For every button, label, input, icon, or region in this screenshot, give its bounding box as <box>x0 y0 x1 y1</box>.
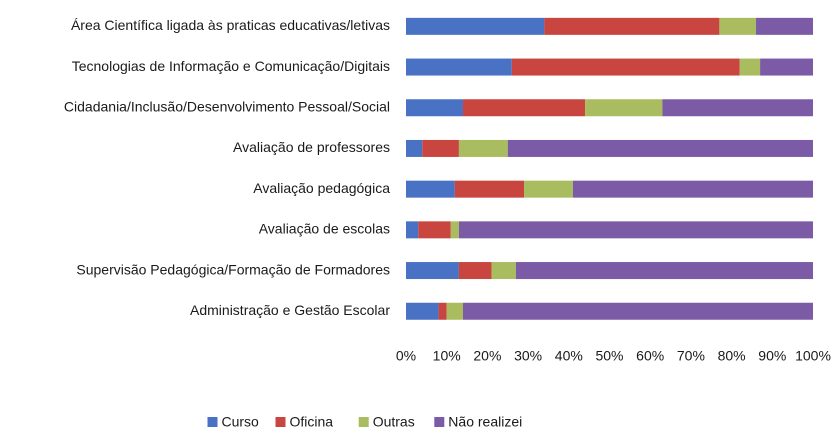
x-tick-label: 30% <box>514 348 542 364</box>
bar-segment <box>515 262 813 280</box>
bar-segment <box>458 139 508 157</box>
legend-swatch <box>434 417 445 427</box>
bar-segment <box>446 302 463 320</box>
bar-segment <box>406 99 463 117</box>
legend-label: Não realizei <box>448 414 522 430</box>
x-tick-label: 80% <box>718 348 746 364</box>
bar-segment <box>454 180 525 198</box>
bar-segment <box>524 180 573 198</box>
bar-segment <box>458 262 492 280</box>
x-tick-label: 60% <box>636 348 664 364</box>
x-tick-label: 20% <box>473 348 501 364</box>
y-tick-label: Área Científica ligada às praticas educa… <box>71 17 390 33</box>
y-tick-label: Tecnologias de Informação e Comunicação/… <box>72 58 390 74</box>
legend-label: Curso <box>222 414 260 430</box>
bar-segment <box>662 99 813 117</box>
bar-segment <box>462 302 813 320</box>
bar-segment <box>422 139 459 157</box>
legend-swatch <box>358 417 369 427</box>
legend-label: Oficina <box>290 414 334 430</box>
bar-segment <box>572 180 813 198</box>
y-tick-label: Cidadania/Inclusão/Desenvolvimento Pesso… <box>64 98 390 114</box>
bar-segment <box>406 262 459 280</box>
x-tick-label: 50% <box>595 348 623 364</box>
x-tick-label: 40% <box>555 348 583 364</box>
bar-segment <box>418 221 451 239</box>
y-tick-label: Supervisão Pedagógica/Formação de Formad… <box>76 261 390 277</box>
bar-segment <box>458 221 813 239</box>
bar-segment <box>406 17 545 35</box>
legend-label: Outras <box>373 414 415 430</box>
bar-segment <box>511 58 740 76</box>
legend-swatch <box>207 417 218 427</box>
legend-swatch <box>275 417 286 427</box>
y-tick-label: Avaliação de escolas <box>259 221 390 237</box>
bar-segment <box>544 17 720 35</box>
bar-segment <box>507 139 813 157</box>
x-tick-label: 100% <box>795 348 831 364</box>
bar-segment <box>756 17 813 35</box>
bar-segment <box>406 180 455 198</box>
y-tick-label: Avaliação pedagógica <box>253 180 390 196</box>
bar-segment <box>406 302 439 320</box>
x-tick-label: 90% <box>758 348 786 364</box>
bar-segment <box>450 221 459 239</box>
bar-segment <box>406 221 419 239</box>
bar-segment <box>739 58 761 76</box>
x-tick-label: 70% <box>677 348 705 364</box>
x-tick-label: 10% <box>433 348 461 364</box>
bar-segment <box>585 99 663 117</box>
x-tick-label: 0% <box>396 348 416 364</box>
bar-segment <box>719 17 757 35</box>
bar-segment <box>760 58 813 76</box>
bar-segment <box>438 302 447 320</box>
y-tick-label: Avaliação de professores <box>233 139 390 155</box>
y-tick-label: Administração e Gestão Escolar <box>190 302 390 318</box>
bar-segment <box>406 139 423 157</box>
bar-segment <box>462 99 586 117</box>
bar-segment <box>491 262 516 280</box>
bar-segment <box>406 58 512 76</box>
